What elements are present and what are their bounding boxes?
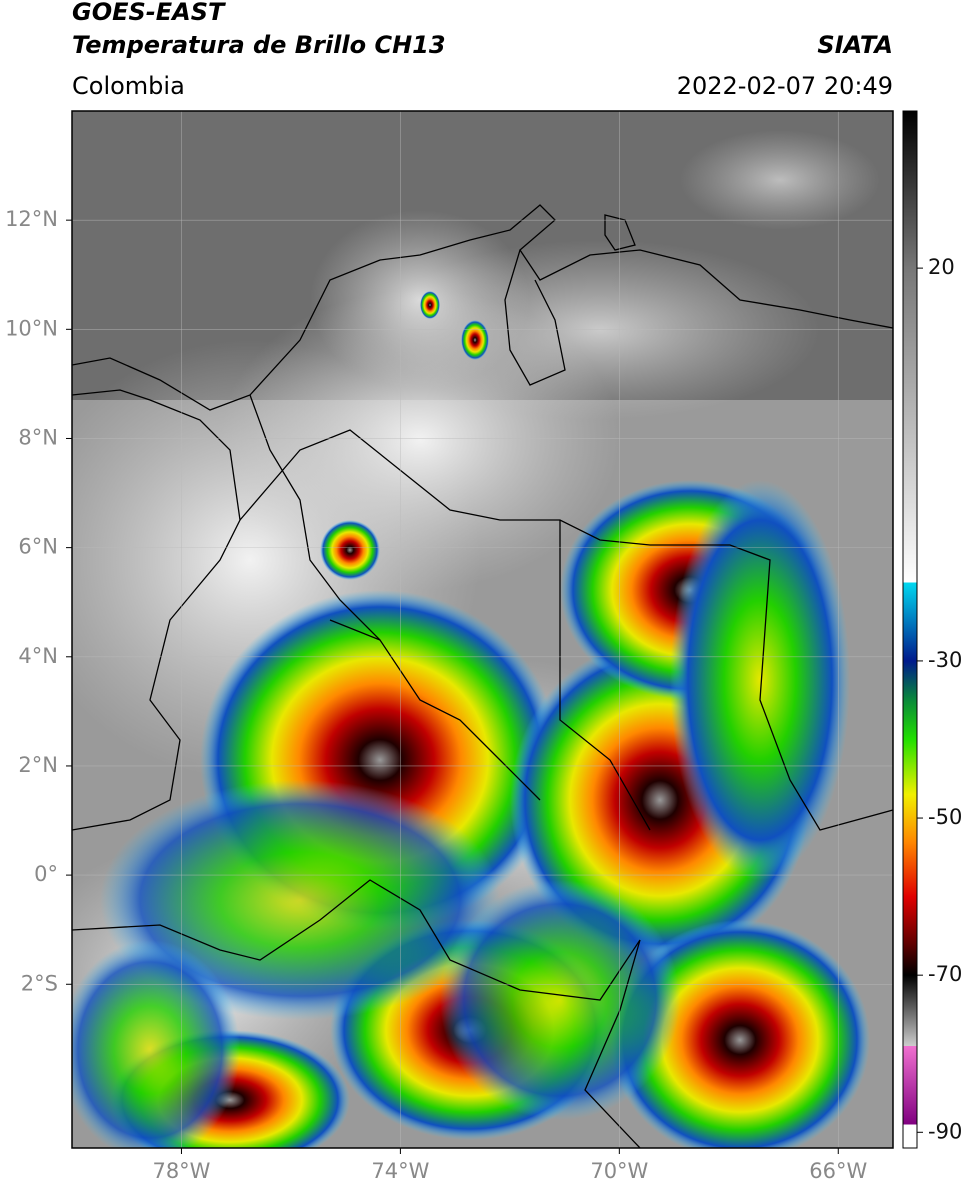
- region: Colombia: [72, 72, 185, 100]
- x-tick-label: 70°W: [590, 1159, 648, 1183]
- y-tick-label: 2°N: [18, 753, 58, 777]
- source: SIATA: [817, 31, 893, 59]
- y-tick-label: 4°N: [18, 644, 58, 668]
- x-tick-label: 66°W: [809, 1159, 867, 1183]
- colorbar-tick-label: -30: [928, 648, 962, 672]
- graticule: [72, 111, 893, 1148]
- x-tick-label: 78°W: [152, 1159, 210, 1183]
- colorbar-tick-label: -90: [928, 1119, 962, 1143]
- colorbar-tick-label: -70: [928, 962, 962, 986]
- datetime: 2022-02-07 20:49: [677, 72, 893, 100]
- y-tick-label: 2°S: [21, 971, 58, 995]
- colorbar: [902, 110, 918, 1149]
- satellite-image: [72, 111, 893, 1148]
- map-frame: [71, 110, 894, 1149]
- y-tick-label: 12°N: [5, 207, 58, 231]
- y-tick-label: 0°: [34, 862, 58, 886]
- colorbar-tick-label: 20: [928, 255, 955, 279]
- colorbar-ticks: 20 -30 -50 -70 -90: [917, 255, 962, 1143]
- y-tick-label: 8°N: [18, 425, 58, 449]
- y-tick-label: 10°N: [5, 316, 58, 340]
- colorbar-tick-label: -50: [928, 805, 962, 829]
- subtitle: Temperatura de Brillo CH13: [72, 31, 446, 59]
- y-tick-label: 6°N: [18, 535, 58, 559]
- title: GOES-EAST: [72, 0, 226, 26]
- x-tick-label: 74°W: [371, 1159, 429, 1183]
